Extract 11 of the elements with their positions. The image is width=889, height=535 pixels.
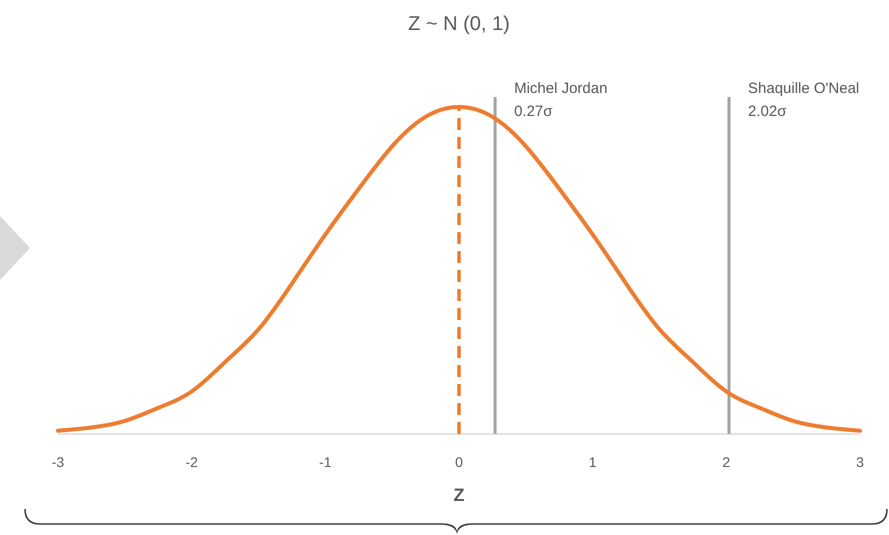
x-tick-label: 3	[856, 454, 864, 470]
x-tick-label: 2	[722, 454, 730, 470]
x-tick-label: 1	[588, 454, 597, 470]
x-tick-label: 0	[455, 454, 464, 470]
ref-line-label: Shaquille O'Neal 2.02σ	[748, 80, 860, 120]
x-tick-label: -3	[52, 454, 64, 470]
chart-title: Z ~ N (0, 1)	[408, 13, 510, 35]
x-axis-title: Z	[454, 485, 464, 505]
ref-line-label: Michel Jordan 0.27σ	[514, 80, 608, 120]
x-tick-label: -2	[185, 454, 198, 470]
x-tick-label: -1	[319, 454, 332, 470]
